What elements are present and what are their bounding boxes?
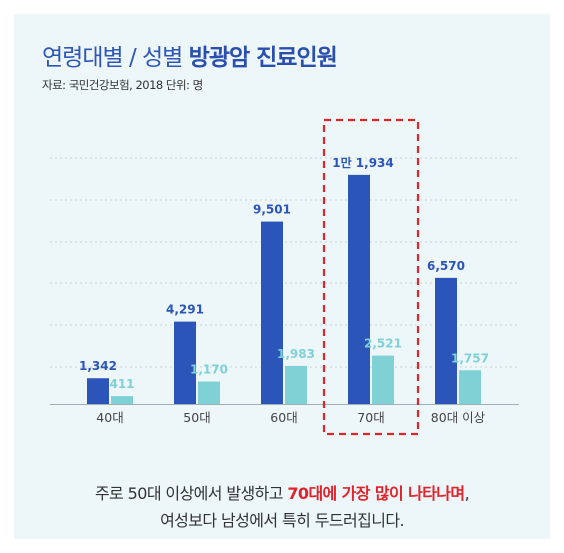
source-note: 자료: 국민건강보험, 2018 단위: 명 — [42, 78, 203, 92]
caption-line-1: 주로 50대 이상에서 발생하고 70대에 가장 많이 나타나며, — [14, 480, 550, 507]
bar-70대-s1 — [372, 355, 394, 404]
value-label-40대-s1: 411 — [109, 377, 134, 391]
value-label-80대 이상-s1: 1,757 — [451, 351, 489, 365]
caption-line-2: 여성보다 남성에서 특히 두드러집니다. — [160, 511, 404, 530]
title-light: 연령대별 / 성별 — [42, 45, 183, 71]
bar-70대-s0 — [348, 174, 370, 404]
bar-60대-s0 — [261, 221, 283, 404]
x-tick-label-70대: 70대 — [357, 410, 384, 425]
chart-title: 연령대별 / 성별 방광암 진료인원 — [42, 38, 338, 72]
caption-line-1-post: , — [464, 484, 470, 503]
bar-40대-s1 — [111, 396, 133, 404]
bar-80대 이상-s1 — [459, 370, 481, 404]
value-label-40대-s0: 1,342 — [79, 359, 117, 373]
caption: 주로 50대 이상에서 발생하고 70대에 가장 많이 나타나며, 여성보다 남… — [14, 480, 550, 534]
value-label-80대 이상-s0: 6,570 — [427, 259, 465, 273]
bar-chart: 1,342 411 40대 4,291 1,170 50대 9,501 1,983 60대 1만 … — [50, 118, 519, 436]
bar-80대 이상-s0 — [435, 277, 457, 404]
value-label-70대-s1: 2,521 — [364, 337, 402, 351]
value-label-50대-s1: 1,170 — [190, 363, 228, 377]
bar-50대-s0 — [174, 321, 196, 404]
x-tick-label-50대: 50대 — [183, 410, 210, 425]
x-tick-label-40대: 40대 — [96, 410, 123, 425]
x-tick-label-60대: 60대 — [270, 410, 297, 425]
chart-card: 연령대별 / 성별 방광암 진료인원 자료: 국민건강보험, 2018 단위: … — [14, 14, 550, 539]
caption-line-1-pre: 주로 50대 이상에서 발생하고 — [94, 484, 288, 503]
bar-60대-s1 — [285, 365, 307, 404]
value-label-60대-s0: 9,501 — [253, 203, 291, 217]
caption-highlight: 70대에 가장 많이 나타나며 — [287, 484, 465, 503]
x-tick-label-80대 이상: 80대 이상 — [431, 410, 486, 425]
value-label-70대-s0: 1만 1,934 — [332, 155, 394, 170]
value-label-50대-s0: 4,291 — [166, 303, 204, 317]
bar-40대-s0 — [87, 378, 109, 404]
title-bold: 방광암 진료인원 — [188, 45, 338, 71]
value-label-60대-s1: 1,983 — [277, 347, 315, 361]
bar-50대-s1 — [198, 381, 220, 404]
